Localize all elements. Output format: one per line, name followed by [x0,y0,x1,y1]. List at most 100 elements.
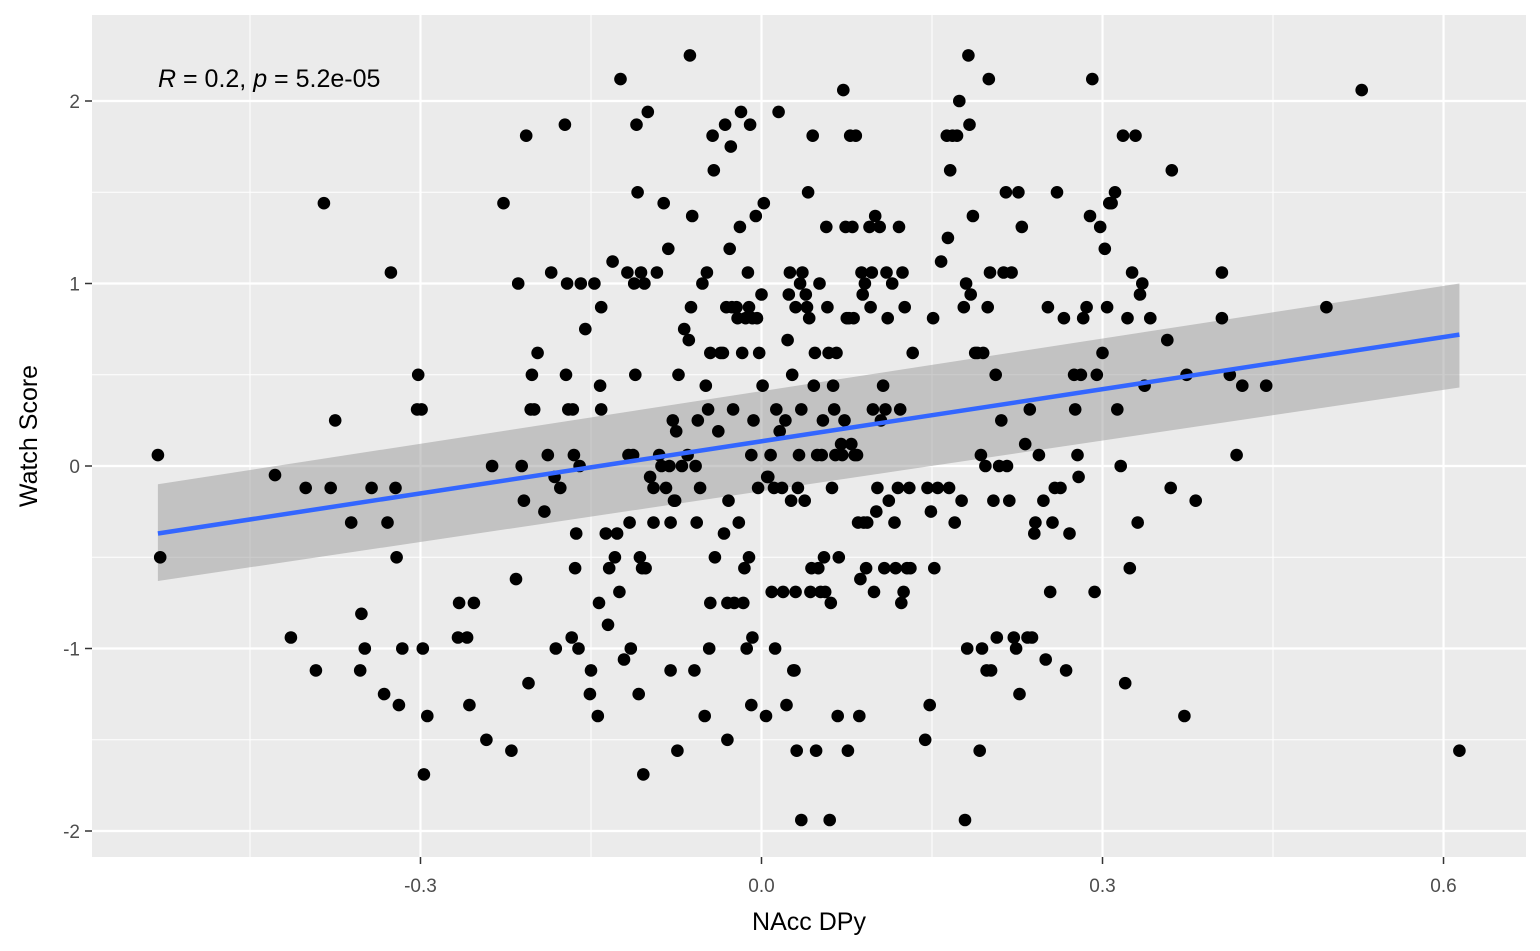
data-point [1028,527,1041,540]
data-point [847,311,860,325]
data-point [467,596,481,610]
regression-line [157,332,1460,536]
data-point [1032,448,1046,462]
data-point [621,266,634,279]
data-point [730,300,743,314]
data-point [1105,196,1118,210]
data-point [764,448,777,462]
data-point [497,196,510,210]
data-point [942,481,956,495]
data-point [1259,379,1273,393]
data-point [1189,494,1202,508]
data-point [389,481,402,495]
data-point [599,527,613,540]
data-point [647,481,660,495]
data-point [960,642,974,655]
data-point [698,709,711,723]
data-point [741,266,755,279]
x-tick-label: 0.6 [1430,876,1456,897]
data-point [1074,368,1088,382]
data-point [707,164,721,177]
data-point [918,733,932,747]
data-point [358,642,372,655]
data-point [1133,288,1147,301]
data-point [1123,561,1137,575]
data-point [789,585,802,599]
data-point [926,311,940,325]
data-point [826,379,840,393]
data-point [1054,481,1067,495]
data-point [601,618,615,632]
data-point [610,527,624,540]
data-point [583,687,597,701]
data-point [837,83,850,97]
data-point [776,585,790,599]
data-point [602,561,616,575]
data-point [365,481,378,495]
data-point [734,105,748,119]
data-point [928,561,941,575]
data-point [704,346,717,360]
data-point [627,277,641,290]
data-point [984,664,998,677]
data-point [815,448,828,462]
data-point [1023,403,1037,416]
data-point [381,516,394,529]
data-point [817,551,831,564]
y-axis-ticks: -2 -1 0 1 2 [63,92,92,843]
data-point [755,288,768,301]
data-point [480,733,493,747]
data-point [749,209,763,223]
data-point [799,288,813,301]
data-point [706,129,719,142]
data-point [559,368,573,382]
regression-line-layer [157,332,1460,536]
data-point [981,300,994,314]
data-point [807,379,821,393]
data-point [1090,368,1104,382]
data-point [865,266,879,279]
data-point [878,561,891,575]
data-point [485,459,499,473]
data-point [795,813,808,827]
data-point [845,437,858,451]
data-point [751,481,765,495]
data-point [1114,459,1127,473]
data-point [876,379,890,393]
r-symbol: R [158,65,176,93]
data-point [1125,266,1139,279]
data-point [1100,300,1114,314]
data-point [923,698,936,712]
data-point [417,768,431,781]
data-point [669,425,683,438]
data-point [1000,459,1014,473]
data-point [657,196,670,210]
data-point [594,403,608,416]
data-point [509,572,523,586]
data-point [738,561,751,575]
data-point [662,242,675,256]
data-point [1007,631,1021,644]
data-point [416,642,430,655]
data-point [544,266,558,279]
data-point [463,698,476,712]
data-point [617,653,631,666]
data-point [934,255,948,268]
data-point [990,631,1004,644]
data-point [1057,311,1071,325]
data-point [793,277,807,290]
data-point [151,448,165,462]
data-point [746,631,759,644]
data-point [801,186,815,199]
data-point [689,459,702,473]
data-point [613,585,626,599]
data-point [638,277,651,290]
data-point [659,481,673,495]
data-point [700,266,714,279]
data-point [355,607,368,621]
data-point [989,368,1002,382]
p-value: = 5.2e-05 [267,65,380,93]
data-point [584,664,598,677]
data-point [328,414,342,427]
